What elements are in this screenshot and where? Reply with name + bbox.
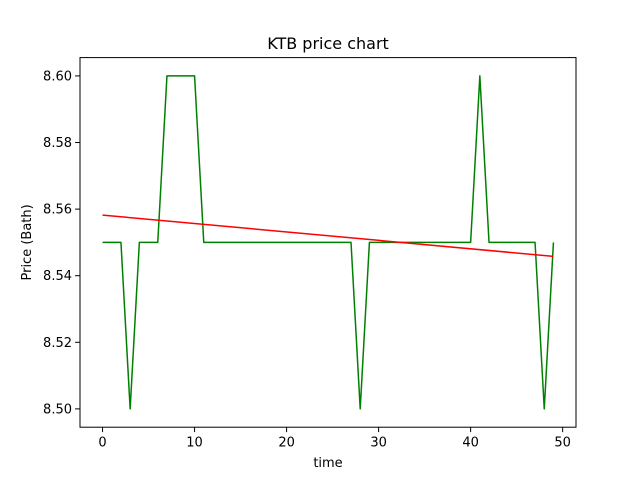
y-tick-label: 8.60 bbox=[43, 69, 72, 84]
x-tick-label: 0 bbox=[98, 436, 106, 451]
x-tick-label: 50 bbox=[554, 436, 571, 451]
plot-frame bbox=[79, 57, 577, 428]
y-tick-label: 8.52 bbox=[43, 336, 72, 351]
y-tick-label: 8.56 bbox=[43, 203, 72, 218]
x-axis-ticks: 0 10 20 30 40 50 bbox=[98, 427, 571, 451]
x-axis-label: time bbox=[313, 456, 342, 471]
y-tick-label: 8.58 bbox=[43, 136, 72, 151]
x-tick-label: 30 bbox=[370, 436, 387, 451]
trend-line bbox=[102, 214, 554, 258]
y-axis-label: Price (Bath) bbox=[20, 204, 35, 280]
x-tick-label: 40 bbox=[462, 436, 479, 451]
y-tick-label: 8.54 bbox=[43, 269, 72, 284]
chart-title: KTB price chart bbox=[267, 34, 389, 53]
series-layer bbox=[102, 75, 555, 410]
x-tick-label: 20 bbox=[278, 436, 295, 451]
x-tick-label: 10 bbox=[186, 436, 203, 451]
y-tick-label: 8.50 bbox=[43, 402, 72, 417]
price-series-line bbox=[102, 75, 555, 410]
y-axis-ticks: 8.50 8.52 8.54 8.56 8.58 8.60 bbox=[43, 69, 80, 417]
